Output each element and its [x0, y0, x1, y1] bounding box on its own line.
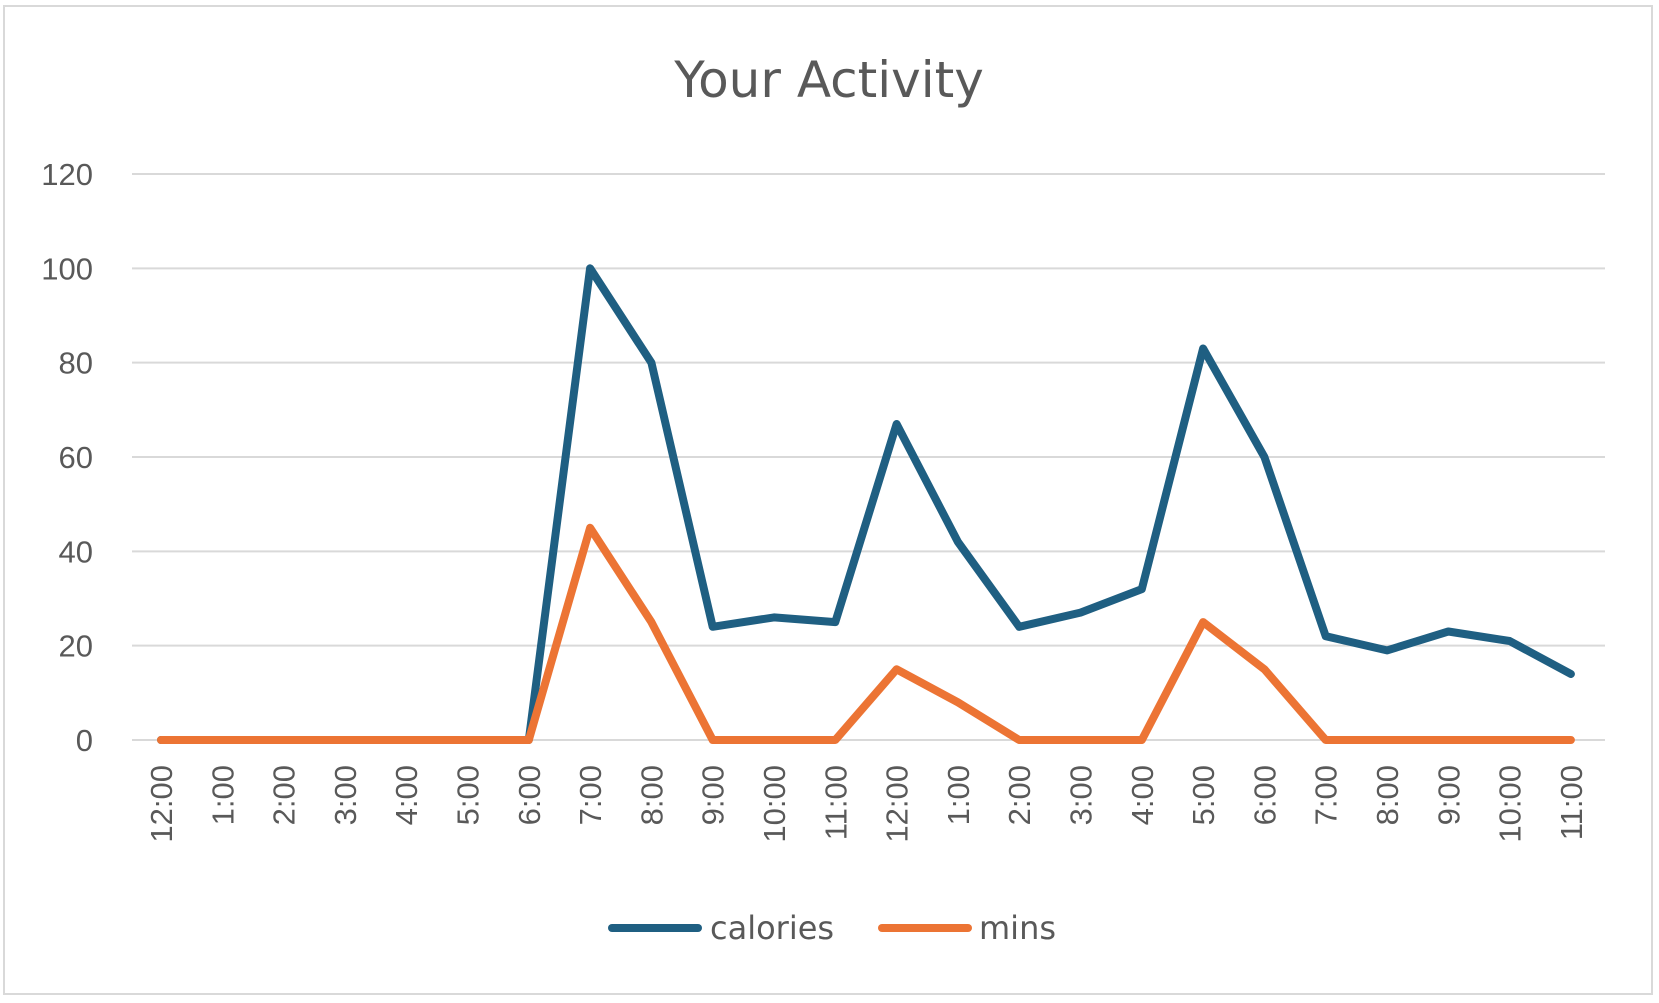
- x-tick-label: 5:00: [1186, 765, 1221, 825]
- x-tick-label: 3:00: [1064, 765, 1099, 825]
- x-tick-label: 9:00: [1431, 765, 1466, 825]
- x-tick-label: 7:00: [1309, 765, 1344, 825]
- chart-frame: [3, 5, 1653, 995]
- y-tick-label: 80: [59, 346, 93, 381]
- x-tick-label: 8:00: [1370, 765, 1405, 825]
- x-tick-label: 6:00: [512, 765, 547, 825]
- x-tick-label: 9:00: [696, 765, 731, 825]
- x-tick-label: 8:00: [634, 765, 669, 825]
- series-line-calories: [157, 264, 1575, 744]
- x-tick-label: 1:00: [205, 765, 240, 825]
- y-tick-label: 0: [76, 723, 93, 758]
- x-tick-label: 2:00: [267, 765, 302, 825]
- x-tick-label: 2:00: [1002, 765, 1037, 825]
- x-tick-label: 1:00: [941, 765, 976, 825]
- x-axis-ticks: 12:00 1:00 2:00 3:00 4:00 5:00 6:00 7:00 8:00 9:0…: [144, 765, 1589, 843]
- y-tick-label: 60: [59, 440, 93, 475]
- x-tick-label: 12:00: [880, 765, 915, 843]
- x-tick-label: 10:00: [757, 765, 792, 843]
- x-tick-label: 5:00: [451, 765, 486, 825]
- x-tick-label: 10:00: [1493, 765, 1528, 843]
- legend: calories mins: [608, 909, 1056, 947]
- chart-title: Your Activity: [673, 51, 984, 109]
- series-line-mins: [157, 523, 1575, 744]
- y-tick-label: 20: [59, 629, 93, 664]
- legend-label-calories: calories: [710, 909, 834, 947]
- x-tick-label: 4:00: [389, 765, 424, 825]
- y-axis-ticks: 0 20 40 60 80 100 120: [41, 157, 93, 758]
- series-lines: [157, 264, 1575, 744]
- y-tick-label: 40: [59, 534, 93, 569]
- x-tick-label: 7:00: [573, 765, 608, 825]
- x-tick-label: 12:00: [144, 765, 179, 843]
- x-tick-label: 3:00: [328, 765, 363, 825]
- x-tick-label: 11:00: [1554, 765, 1589, 840]
- x-tick-label: 6:00: [1247, 765, 1282, 825]
- y-tick-label: 100: [41, 251, 93, 286]
- x-tick-label: 4:00: [1125, 765, 1160, 825]
- grid-lines: [132, 173, 1605, 741]
- y-tick-label: 120: [41, 157, 93, 192]
- legend-label-mins: mins: [979, 909, 1056, 947]
- x-tick-label: 11:00: [818, 765, 853, 840]
